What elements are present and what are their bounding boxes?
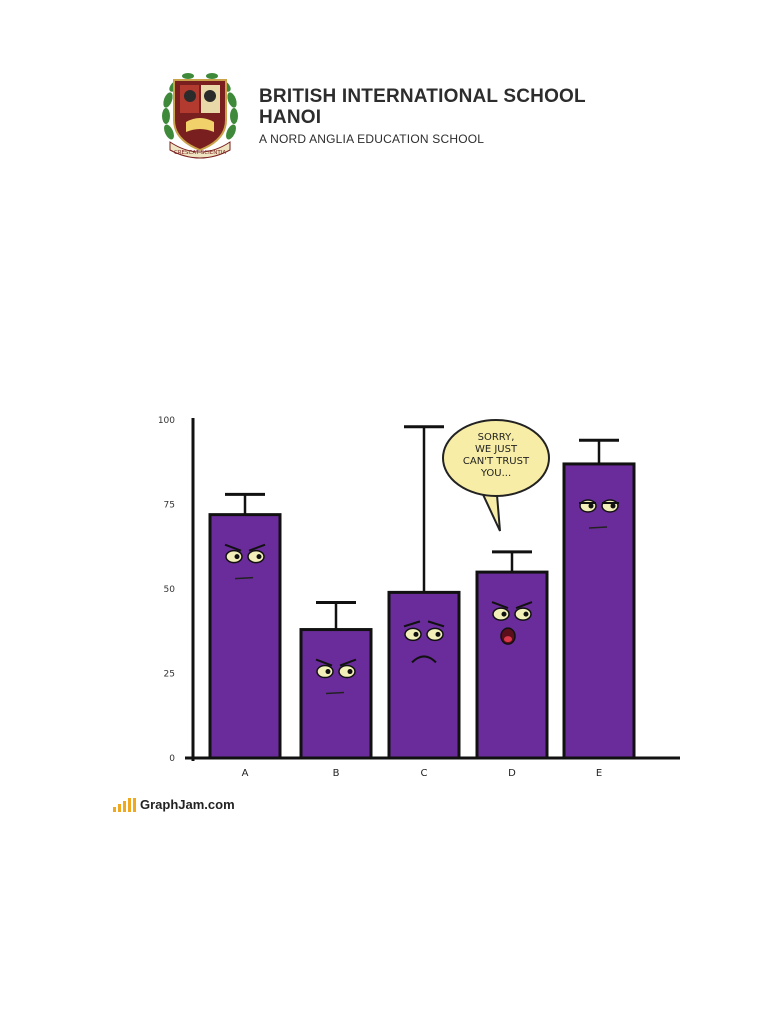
graphjam-logo-icon (113, 798, 136, 812)
school-name-block: BRITISH INTERNATIONAL SCHOOL HANOI A NOR… (259, 86, 586, 146)
x-tick-label: A (242, 768, 249, 779)
school-subtitle: A NORD ANGLIA EDUCATION SCHOOL (259, 132, 485, 146)
y-tick-label: 25 (164, 670, 175, 680)
bar-face (224, 543, 266, 580)
bar-face (403, 620, 445, 664)
speech-bubble-text: SORRY, WE JUST CAN'T TRUST YOU... (463, 432, 530, 479)
bar-a (208, 513, 282, 760)
y-tick-label: 75 (164, 501, 175, 511)
school-title-line2: HANOI (259, 107, 322, 128)
x-tick-label: B (333, 768, 340, 779)
y-tick-label: 100 (158, 416, 175, 426)
source-credit: GraphJam.com (113, 792, 235, 812)
bar-face (579, 499, 619, 529)
bar-e (562, 462, 636, 760)
x-tick-label: C (421, 768, 428, 779)
y-tick-label: 50 (164, 585, 176, 595)
x-tick-label: D (508, 768, 516, 779)
source-text: GraphJam.com (140, 797, 235, 812)
bar-face (491, 601, 533, 645)
crest-motto: CRESCAT SCIENTIA (174, 150, 226, 156)
bar-d (475, 570, 549, 760)
y-tick-label: 0 (169, 754, 175, 764)
bar-b (299, 628, 373, 760)
speech-bubble: SORRY, WE JUST CAN'T TRUST YOU... (442, 419, 550, 532)
bar-c (387, 590, 461, 760)
x-tick-label: E (596, 768, 602, 779)
school-title-line1: BRITISH INTERNATIONAL SCHOOL (259, 86, 586, 107)
school-crest-logo: CRESCAT SCIENTIA (162, 73, 238, 159)
bar-face (315, 658, 357, 695)
